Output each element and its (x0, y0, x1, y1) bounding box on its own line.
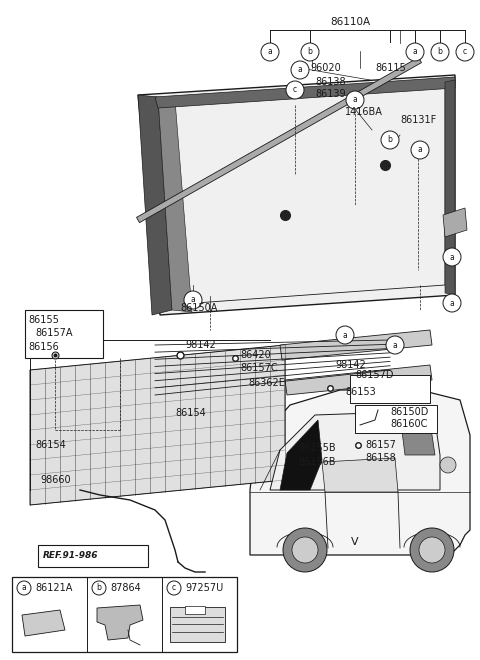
FancyBboxPatch shape (355, 405, 437, 433)
FancyBboxPatch shape (25, 310, 103, 358)
FancyBboxPatch shape (12, 577, 237, 652)
Text: 86156: 86156 (28, 342, 59, 352)
Circle shape (336, 326, 354, 344)
Text: a: a (413, 48, 418, 57)
Circle shape (411, 141, 429, 159)
Text: a: a (353, 96, 358, 104)
Text: b: b (438, 48, 443, 57)
Text: 86153: 86153 (345, 387, 376, 397)
Text: b: b (96, 583, 101, 593)
Polygon shape (138, 75, 455, 315)
Text: 86121A: 86121A (35, 583, 72, 593)
Text: a: a (393, 341, 397, 350)
Text: a: a (268, 48, 272, 57)
Text: 97257U: 97257U (185, 583, 223, 593)
Polygon shape (445, 80, 455, 295)
Circle shape (456, 43, 474, 61)
Circle shape (431, 43, 449, 61)
Text: 86160C: 86160C (390, 419, 427, 429)
Text: 86150A: 86150A (180, 303, 217, 313)
Text: 86115: 86115 (375, 63, 406, 73)
Polygon shape (22, 610, 65, 636)
Text: 98660: 98660 (40, 475, 71, 485)
FancyBboxPatch shape (185, 606, 205, 614)
Text: 86155: 86155 (28, 315, 59, 325)
Polygon shape (136, 57, 421, 222)
Text: 98142: 98142 (185, 340, 216, 350)
Text: a: a (191, 296, 195, 304)
Polygon shape (322, 458, 398, 492)
Text: V: V (351, 537, 359, 547)
Circle shape (346, 91, 364, 109)
Circle shape (381, 131, 399, 149)
Text: 86156B: 86156B (298, 457, 336, 467)
Circle shape (184, 291, 202, 309)
Text: 86154: 86154 (175, 408, 206, 418)
Polygon shape (280, 420, 322, 490)
Text: 87864: 87864 (110, 583, 141, 593)
Text: 98142: 98142 (335, 360, 366, 370)
Circle shape (440, 457, 456, 473)
Text: c: c (172, 583, 176, 593)
Text: c: c (463, 48, 467, 57)
Text: 86155B: 86155B (298, 443, 336, 453)
Circle shape (291, 61, 309, 79)
Circle shape (286, 81, 304, 99)
Text: 86420: 86420 (240, 350, 271, 360)
Text: 86362E: 86362E (248, 378, 285, 388)
Circle shape (386, 336, 404, 354)
Polygon shape (443, 208, 467, 237)
Circle shape (261, 43, 279, 61)
Polygon shape (97, 605, 143, 640)
FancyBboxPatch shape (350, 375, 430, 403)
Text: 96020: 96020 (310, 63, 341, 73)
Text: c: c (293, 86, 297, 94)
Text: 86138: 86138 (315, 77, 346, 87)
Text: 86139: 86139 (315, 89, 346, 99)
Text: 86150D: 86150D (390, 407, 428, 417)
Polygon shape (158, 97, 192, 312)
Circle shape (292, 537, 318, 563)
Polygon shape (250, 390, 470, 555)
Circle shape (92, 581, 106, 595)
Text: a: a (343, 331, 348, 339)
Polygon shape (270, 412, 440, 490)
Text: 86158: 86158 (365, 453, 396, 463)
Polygon shape (280, 330, 432, 360)
Circle shape (17, 581, 31, 595)
Text: a: a (298, 65, 302, 75)
Text: a: a (450, 298, 455, 308)
Circle shape (167, 581, 181, 595)
Text: 86157A: 86157A (35, 328, 72, 338)
Text: REF.91-986: REF.91-986 (43, 552, 98, 560)
Text: a: a (22, 583, 26, 593)
Text: b: b (387, 135, 393, 145)
Circle shape (419, 537, 445, 563)
Polygon shape (400, 415, 435, 455)
Circle shape (406, 43, 424, 61)
Circle shape (410, 528, 454, 572)
Text: 86131F: 86131F (400, 115, 436, 125)
Text: a: a (450, 253, 455, 261)
Text: a: a (418, 145, 422, 154)
Polygon shape (30, 345, 285, 505)
Circle shape (301, 43, 319, 61)
Polygon shape (138, 95, 172, 315)
Text: 86154: 86154 (35, 440, 66, 450)
Polygon shape (155, 77, 455, 108)
Text: 86157C: 86157C (240, 363, 277, 373)
Polygon shape (285, 365, 432, 395)
Circle shape (283, 528, 327, 572)
FancyBboxPatch shape (38, 545, 148, 567)
Text: 86110A: 86110A (330, 17, 370, 27)
Circle shape (443, 248, 461, 266)
Text: 86157: 86157 (365, 440, 396, 450)
Text: 1416BA: 1416BA (345, 107, 383, 117)
Circle shape (443, 294, 461, 312)
Text: 86157D: 86157D (355, 370, 394, 380)
FancyBboxPatch shape (170, 607, 225, 642)
Text: b: b (308, 48, 312, 57)
